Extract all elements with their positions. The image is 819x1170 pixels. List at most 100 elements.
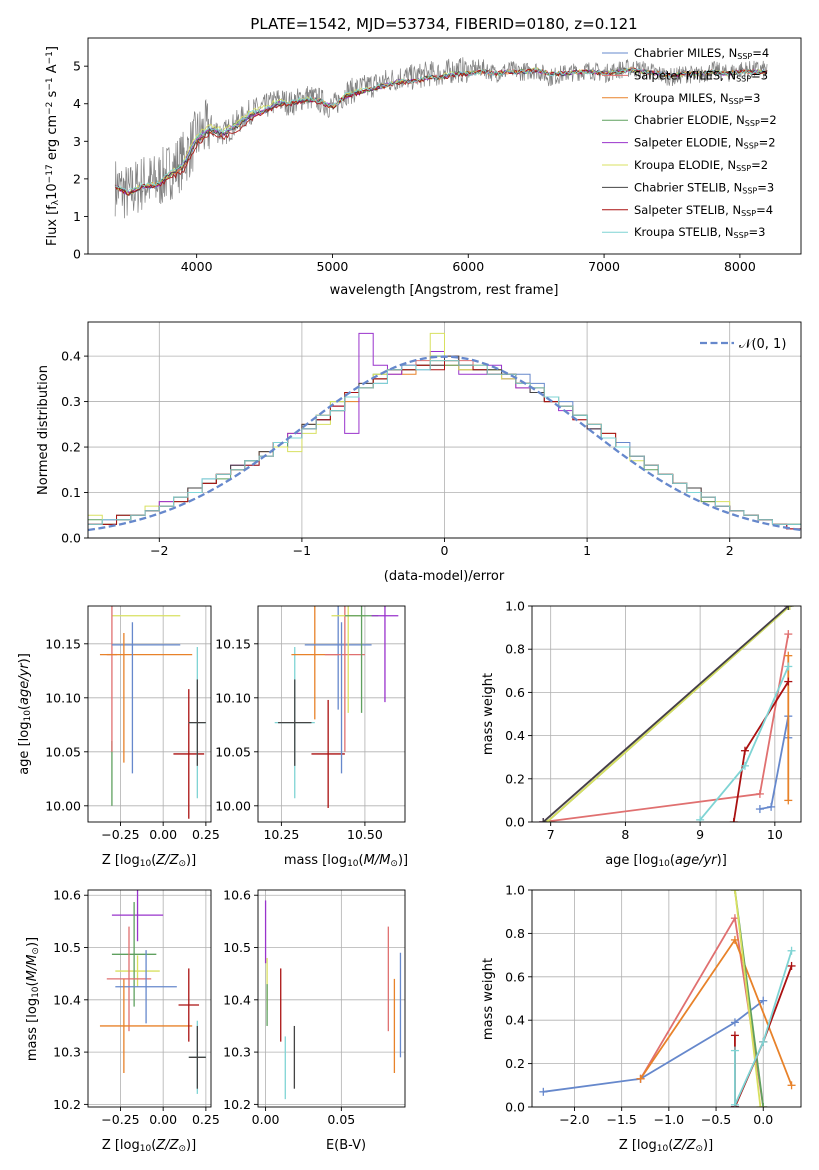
z-weight-line-5 — [734, 890, 762, 1107]
x-tick-label: −0.25 — [101, 1112, 139, 1127]
y-tick-label: 0.6 — [505, 969, 525, 984]
z-weight-panel: −2.0 −1.5 −1.0 −0.5 0.0 0.0 0.2 0.4 0.6 0.8 1.0 — [505, 883, 802, 1127]
z-age-y-label: age [log10(age/yr)] — [17, 653, 33, 775]
legend-label-7: Salpeter STELIB, NSSP=4 — [634, 203, 773, 218]
z-age-panel-frame — [87, 605, 212, 823]
spectrum-model-line-8 — [115, 67, 768, 192]
y-tick-label: 0.3 — [61, 394, 81, 409]
legend-label-6: Chabrier STELIB, NSSP=3 — [634, 180, 774, 195]
y-tick-label: 4 — [73, 96, 81, 111]
x-tick-label: 0.25 — [192, 827, 220, 842]
y-tick-label: 10.4 — [223, 992, 251, 1007]
age-weight-marker — [696, 815, 705, 822]
residual-x-label: (data-model)/error — [384, 569, 505, 584]
age-weight-marker — [785, 606, 794, 610]
legend-label-4: Salpeter ELODIE, NSSP=2 — [634, 136, 776, 151]
ebv-mass-panel: 0.00 0.05 10.2 10.3 10.4 10.5 10.6 — [223, 888, 406, 1127]
z-mass-point-7 — [178, 968, 200, 1042]
y-tick-label: 3 — [73, 134, 81, 149]
y-tick-label: 5 — [73, 59, 81, 74]
z-age-panel: −0.25 0.00 0.25 10.00 10.05 10.10 10.15 — [45, 605, 220, 842]
spectrum-model-line-7 — [114, 67, 768, 196]
age-weight-y-label: mass weight — [481, 673, 496, 755]
x-tick-label: 10 — [767, 827, 783, 842]
age-weight-line-6 — [542, 606, 789, 822]
z-weight-marker — [730, 1031, 739, 1040]
spectrum-title: PLATE=1542, MJD=53734, FIBERID=0180, z=0… — [250, 15, 637, 33]
y-tick-label: 10.15 — [45, 636, 81, 651]
z-weight-marker — [787, 1081, 796, 1090]
x-tick-label: 0.05 — [327, 1112, 355, 1127]
mass-age-x-label: mass [log10(M/M⊙)] — [284, 853, 408, 869]
x-tick-label: 0 — [441, 543, 449, 558]
y-tick-label: 2 — [73, 171, 81, 186]
age-weight-marker — [539, 818, 548, 822]
z-mass-panel-frame — [87, 889, 212, 1108]
x-tick-label: −2.0 — [559, 1112, 589, 1127]
z-mass-point-0 — [111, 890, 164, 942]
z-weight-marker — [787, 946, 796, 955]
x-tick-label: 5000 — [317, 259, 349, 274]
age-weight-marker — [784, 651, 793, 660]
age-weight-line-5 — [546, 606, 791, 822]
residual-y-label: Normed distribution — [36, 365, 51, 495]
x-tick-label: 7 — [547, 827, 555, 842]
y-tick-label: 0.4 — [505, 728, 525, 743]
y-tick-label: 10.6 — [223, 888, 251, 903]
y-tick-label: 0.2 — [505, 1056, 525, 1071]
legend-label-0: Chabrier MILES, NSSP=4 — [634, 46, 769, 61]
age-weight-marker — [784, 662, 793, 671]
age-weight-panel-plot — [539, 606, 794, 822]
z-mass-y-label: mass [log10(M/M⊙)] — [25, 937, 41, 1061]
mass-age-point-8 — [371, 606, 399, 703]
ebv-mass-panel-plot — [264, 900, 402, 1100]
x-tick-label: 7000 — [588, 259, 620, 274]
spectrum-x-label: wavelength [Angstrom, rest frame] — [330, 283, 559, 298]
z-weight-marker — [730, 1100, 739, 1107]
z-weight-marker — [730, 935, 739, 944]
y-tick-label: 0.0 — [505, 815, 525, 830]
age-weight-panel: 7 8 9 10 0.0 0.2 0.4 0.6 0.8 1.0 — [505, 599, 802, 842]
x-tick-label: 0.0 — [753, 1112, 773, 1127]
z-weight-marker — [730, 890, 739, 894]
y-tick-label: 1 — [73, 209, 81, 224]
age-weight-x-label: age [log10(age/yr)] — [605, 853, 727, 869]
z-weight-line-0 — [543, 999, 764, 1093]
mass-age-panel-plot — [274, 606, 399, 808]
x-tick-label: −1.0 — [654, 1112, 684, 1127]
legend-label-2: Kroupa MILES, NSSP=3 — [634, 91, 760, 106]
y-tick-label: 10.3 — [53, 1045, 81, 1060]
z-weight-x-label: Z [log10(Z/Z⊙)] — [619, 1138, 713, 1154]
y-tick-label: 10.6 — [53, 888, 81, 903]
ebv-mass-x-label: E(B-V) — [326, 1138, 366, 1153]
x-tick-label: −0.25 — [101, 827, 139, 842]
z-weight-panel-frame — [531, 889, 802, 1108]
y-tick-label: 10.3 — [223, 1045, 251, 1060]
y-tick-label: 0.6 — [505, 685, 525, 700]
normal-legend-label: 𝒩(0, 1) — [739, 337, 786, 352]
z-weight-marker — [730, 1018, 739, 1027]
y-tick-label: 10.00 — [215, 798, 251, 813]
spectrum-panel-plot — [114, 57, 768, 219]
z-age-x-label: Z [log10(Z/Z⊙)] — [102, 853, 196, 869]
age-weight-marker — [784, 630, 793, 639]
legend-label-1: Salpeter MILES, NSSP=3 — [634, 68, 768, 83]
age-weight-marker — [755, 789, 764, 798]
y-tick-label: 10.05 — [45, 744, 81, 759]
y-tick-label: 10.5 — [53, 940, 81, 955]
y-tick-label: 1.0 — [505, 599, 525, 614]
legend-label-3: Chabrier ELODIE, NSSP=2 — [634, 113, 777, 128]
z-mass-panel: −0.25 0.00 0.25 10.2 10.3 10.4 10.5 10.6 — [53, 888, 220, 1127]
y-tick-label: 10.15 — [215, 636, 251, 651]
x-tick-label: −0.5 — [701, 1112, 731, 1127]
age-weight-marker — [784, 796, 793, 805]
age-weight-marker — [784, 677, 793, 686]
mass-age-point-4 — [304, 606, 372, 710]
z-mass-panel-plot — [99, 890, 206, 1094]
z-weight-line-1 — [639, 915, 765, 1107]
z-weight-panel-plot — [539, 890, 796, 1107]
x-tick-label: 4000 — [181, 259, 213, 274]
z-weight-marker — [730, 1046, 739, 1055]
y-tick-label: 1.0 — [505, 883, 525, 898]
